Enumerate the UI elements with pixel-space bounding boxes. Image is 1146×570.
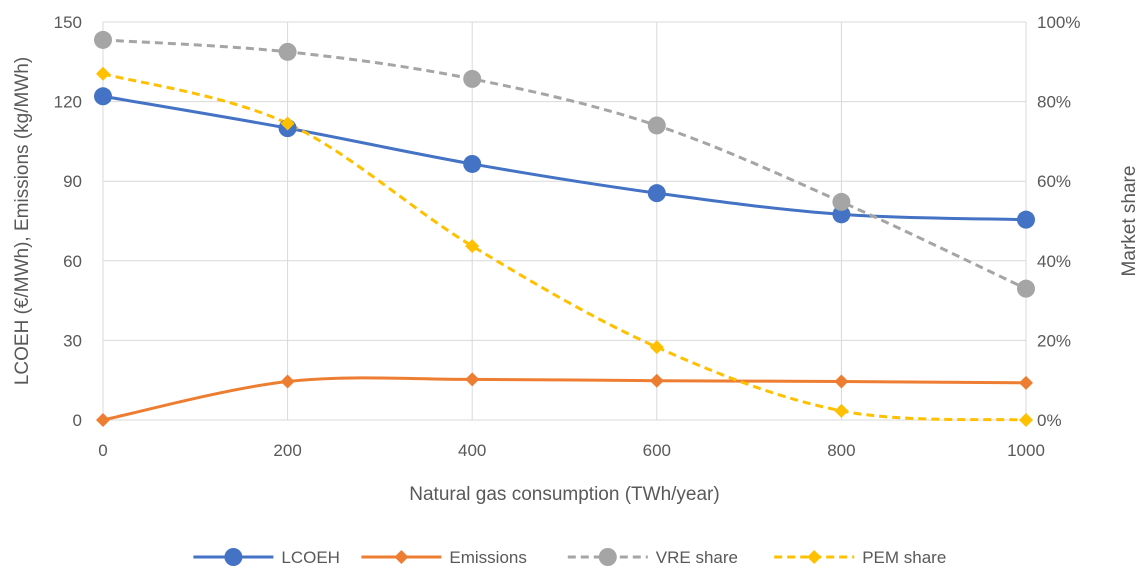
emissions-point — [465, 372, 480, 387]
vre-share-point — [463, 69, 482, 88]
pem-share-point — [465, 239, 480, 254]
legend-item-lcoeh: LCOEH — [193, 548, 340, 567]
legend-label: VRE share — [656, 548, 738, 567]
series-lines — [102, 38, 1027, 422]
vre-share-line — [102, 38, 1027, 291]
emissions-point — [96, 413, 110, 427]
y2-tick-label: 80% — [1037, 93, 1071, 112]
vre-share-point — [94, 30, 112, 49]
y2-tick-label: 60% — [1037, 172, 1071, 191]
legend-label: Emissions — [449, 548, 526, 567]
y2-tick-label: 0% — [1037, 411, 1062, 430]
vre-share-point — [832, 192, 851, 211]
legend: LCOEH Emissions VRE share PEM share — [193, 548, 946, 567]
pem-share-line — [102, 72, 1027, 422]
pem-share-point — [1019, 413, 1033, 427]
lcoeh-point — [463, 154, 482, 173]
lcoeh-point — [1017, 210, 1035, 229]
legend-item-vre-share: VRE share — [567, 548, 738, 567]
y-tick-label: 150 — [54, 13, 82, 32]
y-tick-label: 90 — [63, 172, 82, 191]
legend-label: LCOEH — [281, 548, 340, 567]
lcoeh-line — [102, 94, 1027, 222]
lcoeh-point — [832, 205, 851, 224]
y2-tick-label: 20% — [1037, 331, 1071, 350]
lcoeh-point — [94, 87, 112, 106]
x-tick-label: 800 — [827, 441, 855, 460]
pem-share-point — [280, 116, 295, 131]
x-axis-title: Natural gas consumption (TWh/year) — [409, 484, 719, 505]
legend-item-emissions: Emissions — [361, 548, 527, 567]
lcoeh-point — [647, 184, 666, 203]
x-tick-label: 200 — [273, 441, 301, 460]
vre-share-point — [1017, 279, 1035, 298]
y2-axis-title: Market share — [1119, 166, 1140, 277]
pem-share-point — [96, 66, 110, 81]
y-tick-label: 0 — [73, 411, 82, 430]
tick-labels: 0 30 60 90 120 150 0% 20% 40% 60% 80% 100% 0 200 400 60… — [54, 13, 1081, 460]
pem-share-point — [834, 403, 849, 418]
legend-swatch-marker — [807, 550, 822, 564]
legend-label: PEM share — [862, 548, 946, 567]
vre-share-point — [278, 42, 297, 61]
x-tick-label: 600 — [643, 441, 671, 460]
emissions-line — [102, 376, 1027, 422]
emissions-point — [280, 374, 295, 389]
emissions-point — [1019, 375, 1033, 390]
x-tick-label: 400 — [458, 441, 486, 460]
legend-swatch-marker — [224, 548, 243, 566]
y-tick-label: 30 — [63, 331, 82, 350]
vre-share-point — [647, 116, 666, 135]
series-markers — [94, 30, 1035, 427]
legend-item-pem-share: PEM share — [774, 548, 946, 567]
y2-tick-label: 40% — [1037, 252, 1071, 271]
y-axis-title: LCOEH (€/MWh), Emissions (kg/MWh) — [12, 57, 33, 385]
gridlines — [102, 21, 1027, 421]
x-tick-label: 0 — [98, 441, 107, 460]
legend-swatch-marker — [598, 548, 617, 566]
emissions-point — [649, 373, 664, 388]
y2-tick-label: 100% — [1037, 13, 1080, 32]
legend-swatch-marker — [394, 550, 409, 564]
emissions-point — [834, 374, 849, 389]
pem-share-point — [649, 340, 664, 355]
x-tick-label: 1000 — [1007, 441, 1045, 460]
y-tick-label: 120 — [54, 93, 82, 112]
y-tick-label: 60 — [63, 252, 82, 271]
